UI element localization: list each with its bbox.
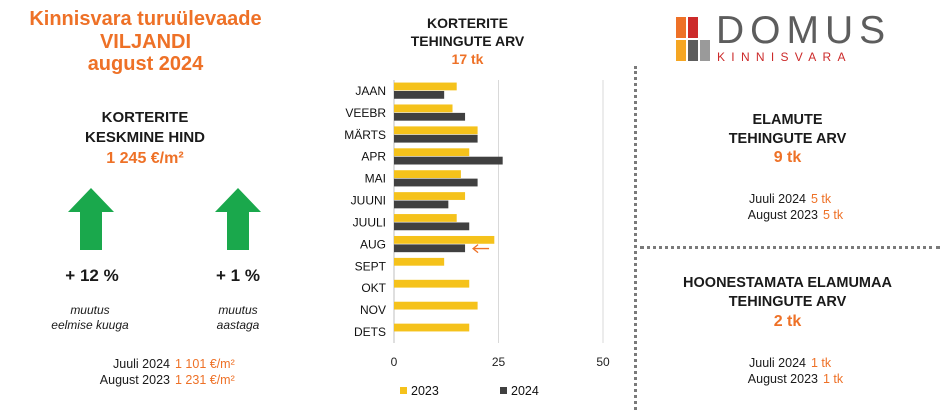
year-change-note-2: aastaga — [216, 318, 260, 332]
legend-swatch-2023 — [400, 387, 407, 394]
price-compare-label: August 2023 — [99, 373, 170, 387]
bar-2024-juuni — [394, 200, 449, 209]
bar-2023-nov — [394, 301, 478, 310]
houses-count: 9 tk — [773, 149, 802, 166]
y-tick-label: NOV — [360, 303, 386, 317]
apartment-deals-chart: JAAN VEEBR MÄRTS APR MAI JUUNI JUULI AUG SEPT OKT… — [344, 80, 610, 398]
x-tick-label: 50 — [596, 355, 610, 369]
month-change-note-1: muutus — [70, 303, 110, 317]
month-change-value: + 12 % — [65, 266, 119, 285]
bar-2023-märts — [394, 126, 478, 135]
up-arrow-icon — [68, 188, 114, 250]
x-tick-label: 0 — [391, 355, 398, 369]
logo-wordmark: DOMUS — [716, 9, 892, 52]
vertical-divider — [634, 66, 637, 410]
land-compare-label: Juuli 2024 — [749, 356, 806, 370]
y-tick-label: SEPT — [355, 259, 387, 273]
houses-compare-label: Juuli 2024 — [749, 192, 806, 206]
houses-compare-label: August 2023 — [747, 208, 818, 222]
houses-title-1: ELAMUTE — [752, 112, 823, 128]
y-tick-label: APR — [361, 150, 386, 164]
domus-logo-mark — [676, 17, 710, 61]
price-compare-label: Juuli 2024 — [113, 357, 170, 371]
report-city: VILJANDI — [99, 31, 192, 53]
legend-label-2024: 2024 — [511, 384, 539, 398]
chart-title-1: KORTERITE — [427, 15, 508, 31]
bar-2023-aug — [394, 235, 495, 244]
x-tick-label: 25 — [492, 355, 506, 369]
report-period: august 2024 — [87, 53, 204, 75]
bar-2023-okt — [394, 279, 470, 288]
land-count: 2 tk — [773, 313, 802, 330]
bar-2023-veebr — [394, 104, 453, 113]
y-tick-label: MÄRTS — [344, 128, 386, 142]
year-change-value: + 1 % — [216, 266, 260, 285]
legend-label-2023: 2023 — [411, 384, 439, 398]
land-compare-value: 1 tk — [823, 372, 844, 386]
bar-2023-mai — [394, 170, 461, 179]
bar-2024-veebr — [394, 112, 466, 121]
avg-price-title-2: KESKMINE HIND — [84, 129, 205, 146]
price-compare-value: 1 101 €/m² — [175, 357, 235, 371]
report-title: Kinnisvara turuülevaade — [29, 8, 262, 30]
y-tick-label: JUUNI — [351, 194, 386, 208]
y-tick-label: JAAN — [355, 84, 386, 98]
year-change-note-1: muutus — [218, 303, 258, 317]
land-title-1: HOONESTAMATA ELAMUMAA — [683, 275, 892, 291]
bar-2023-sept — [394, 257, 445, 266]
bar-2024-märts — [394, 134, 478, 143]
bar-2023-apr — [394, 148, 470, 157]
bar-2023-dets — [394, 323, 470, 332]
bar-2024-apr — [394, 156, 503, 165]
highlight-arrow-head-icon — [472, 244, 479, 254]
land-compare-value: 1 tk — [811, 356, 832, 370]
horizontal-divider — [640, 246, 940, 249]
houses-compare-value: 5 tk — [823, 208, 844, 222]
chart-title-2: TEHINGUTE ARV — [410, 33, 525, 49]
bar-2024-jaan — [394, 90, 445, 99]
avg-price-value: 1 245 €/m² — [106, 150, 184, 167]
y-tick-label: JUULI — [353, 215, 386, 229]
bar-2023-jaan — [394, 82, 457, 91]
chart-count: 17 tk — [451, 51, 484, 67]
bar-2023-juuni — [394, 192, 466, 200]
y-tick-label: MAI — [365, 172, 386, 186]
bar-2024-aug — [394, 244, 466, 253]
y-tick-label: VEEBR — [345, 106, 386, 120]
y-tick-label: DETS — [354, 325, 386, 339]
y-tick-label: OKT — [361, 281, 386, 295]
legend-swatch-2024 — [500, 387, 507, 394]
up-arrow-icon — [215, 188, 261, 250]
bar-2024-juuli — [394, 222, 470, 231]
land-title-2: TEHINGUTE ARV — [728, 294, 847, 310]
land-compare-label: August 2023 — [747, 372, 818, 386]
bar-2024-mai — [394, 178, 478, 187]
avg-price-title-1: KORTERITE — [101, 109, 189, 126]
houses-title-2: TEHINGUTE ARV — [728, 131, 847, 147]
houses-compare-value: 5 tk — [811, 192, 832, 206]
logo-subtitle: KINNISVARA — [717, 50, 852, 64]
y-tick-label: AUG — [360, 237, 386, 251]
bar-2023-juuli — [394, 214, 457, 222]
month-change-note-2: eelmise kuuga — [51, 318, 129, 332]
price-compare-value: 1 231 €/m² — [175, 373, 235, 387]
